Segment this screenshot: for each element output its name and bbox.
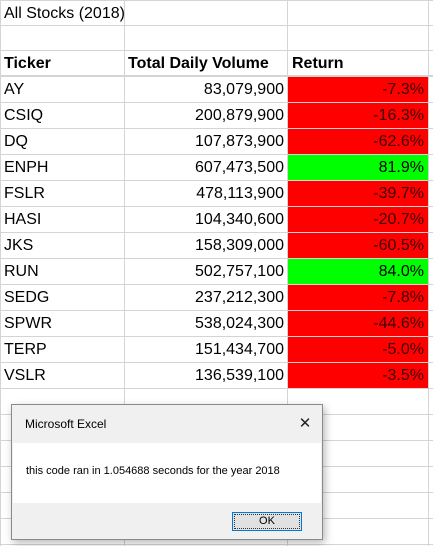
gridline-horizontal bbox=[0, 102, 433, 103]
dialog-title: Microsoft Excel bbox=[25, 417, 107, 431]
cell-ticker[interactable]: DQ bbox=[4, 133, 28, 150]
gridline-horizontal bbox=[0, 206, 433, 207]
gridline-horizontal bbox=[0, 180, 433, 181]
gridline-vertical bbox=[428, 0, 429, 546]
cell-total-daily-volume[interactable]: 502,757,100 bbox=[195, 263, 284, 280]
cell-ticker[interactable]: JKS bbox=[4, 237, 34, 254]
gridline-horizontal bbox=[0, 258, 433, 259]
cell-total-daily-volume[interactable]: 538,024,300 bbox=[195, 315, 284, 332]
cell-ticker[interactable]: ENPH bbox=[4, 159, 49, 176]
cell-total-daily-volume[interactable]: 200,879,900 bbox=[195, 107, 284, 124]
cell-return[interactable]: -60.5% bbox=[288, 233, 428, 258]
cell-ticker[interactable]: HASI bbox=[4, 211, 42, 228]
gridline-horizontal bbox=[0, 76, 433, 77]
cell-ticker[interactable]: FSLR bbox=[4, 185, 45, 202]
gridline-horizontal bbox=[0, 544, 433, 545]
sheet-title[interactable]: All Stocks (2018) bbox=[4, 5, 125, 22]
cell-total-daily-volume[interactable]: 158,309,000 bbox=[195, 237, 284, 254]
ok-button-label: OK bbox=[259, 515, 275, 527]
cell-total-daily-volume[interactable]: 607,473,500 bbox=[195, 159, 284, 176]
cell-ticker[interactable]: SEDG bbox=[4, 289, 50, 306]
gridline-horizontal bbox=[0, 128, 433, 129]
gridline-horizontal bbox=[0, 362, 433, 363]
cell-ticker[interactable]: SPWR bbox=[4, 315, 52, 332]
cell-return[interactable]: -44.6% bbox=[288, 311, 428, 336]
gridline-vertical bbox=[287, 0, 288, 546]
cell-return[interactable]: -7.3% bbox=[288, 77, 428, 102]
cell-total-daily-volume[interactable]: 104,340,600 bbox=[195, 211, 284, 228]
cell-total-daily-volume[interactable]: 107,873,900 bbox=[195, 133, 284, 150]
gridline-horizontal bbox=[0, 0, 433, 1]
gridline-horizontal bbox=[0, 50, 433, 51]
cell-total-daily-volume[interactable]: 237,212,300 bbox=[195, 289, 284, 306]
cell-ticker[interactable]: RUN bbox=[4, 263, 39, 280]
cell-return[interactable]: -7.8% bbox=[288, 285, 428, 310]
header-total-daily-volume[interactable]: Total Daily Volume bbox=[128, 55, 269, 72]
cell-return[interactable]: -20.7% bbox=[288, 207, 428, 232]
gridline-horizontal bbox=[0, 388, 433, 389]
cell-return[interactable]: -16.3% bbox=[288, 103, 428, 128]
cell-ticker[interactable]: CSIQ bbox=[4, 107, 44, 124]
close-icon[interactable]: ✕ bbox=[298, 415, 312, 432]
cell-ticker[interactable]: AY bbox=[4, 81, 25, 98]
gridline-horizontal bbox=[0, 310, 433, 311]
cell-return[interactable]: -62.6% bbox=[288, 129, 428, 154]
header-return[interactable]: Return bbox=[292, 55, 344, 72]
cell-return[interactable]: 84.0% bbox=[288, 259, 428, 284]
ok-button-focus-ring bbox=[234, 514, 300, 529]
gridline-horizontal bbox=[0, 25, 433, 26]
cell-total-daily-volume[interactable]: 136,539,100 bbox=[195, 367, 284, 384]
ok-button[interactable]: OK bbox=[232, 512, 302, 531]
gridline-horizontal bbox=[0, 232, 433, 233]
cell-return[interactable]: -39.7% bbox=[288, 181, 428, 206]
cell-return[interactable]: -3.5% bbox=[288, 363, 428, 388]
dialog-body: this code ran in 1.054688 seconds for th… bbox=[13, 443, 321, 503]
gridline-horizontal bbox=[0, 284, 433, 285]
cell-return[interactable]: 81.9% bbox=[288, 155, 428, 180]
gridline-horizontal bbox=[0, 154, 433, 155]
excel-message-dialog: Microsoft Excel ✕ this code ran in 1.054… bbox=[11, 404, 323, 540]
cell-total-daily-volume[interactable]: 478,113,900 bbox=[196, 185, 284, 202]
cell-ticker[interactable]: TERP bbox=[4, 341, 47, 358]
cell-total-daily-volume[interactable]: 151,434,700 bbox=[195, 341, 284, 358]
gridline-horizontal bbox=[0, 75, 433, 76]
cell-total-daily-volume[interactable]: 83,079,900 bbox=[203, 81, 284, 98]
gridline-horizontal bbox=[0, 336, 433, 337]
gridline-vertical bbox=[0, 0, 1, 546]
cell-ticker[interactable]: VSLR bbox=[4, 367, 46, 384]
dialog-message: this code ran in 1.054688 seconds for th… bbox=[26, 465, 280, 477]
header-ticker[interactable]: Ticker bbox=[4, 55, 51, 72]
gridline-vertical bbox=[124, 0, 125, 546]
cell-return[interactable]: -5.0% bbox=[288, 337, 428, 362]
